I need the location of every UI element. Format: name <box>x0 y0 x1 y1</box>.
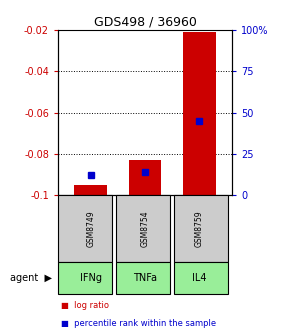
Text: ■  percentile rank within the sample: ■ percentile rank within the sample <box>61 319 216 328</box>
Text: IL4: IL4 <box>192 273 206 283</box>
Text: GSM8754: GSM8754 <box>140 210 150 247</box>
Text: GSM8749: GSM8749 <box>86 210 95 247</box>
Text: GSM8759: GSM8759 <box>195 210 204 247</box>
Text: IFNg: IFNg <box>80 273 101 283</box>
Text: ■  log ratio: ■ log ratio <box>61 301 109 310</box>
Text: GDS498 / 36960: GDS498 / 36960 <box>94 15 196 28</box>
Bar <box>129 160 161 195</box>
Text: agent  ▶: agent ▶ <box>10 273 52 283</box>
Bar <box>74 184 107 195</box>
Text: TNFa: TNFa <box>133 273 157 283</box>
Bar <box>183 32 216 195</box>
